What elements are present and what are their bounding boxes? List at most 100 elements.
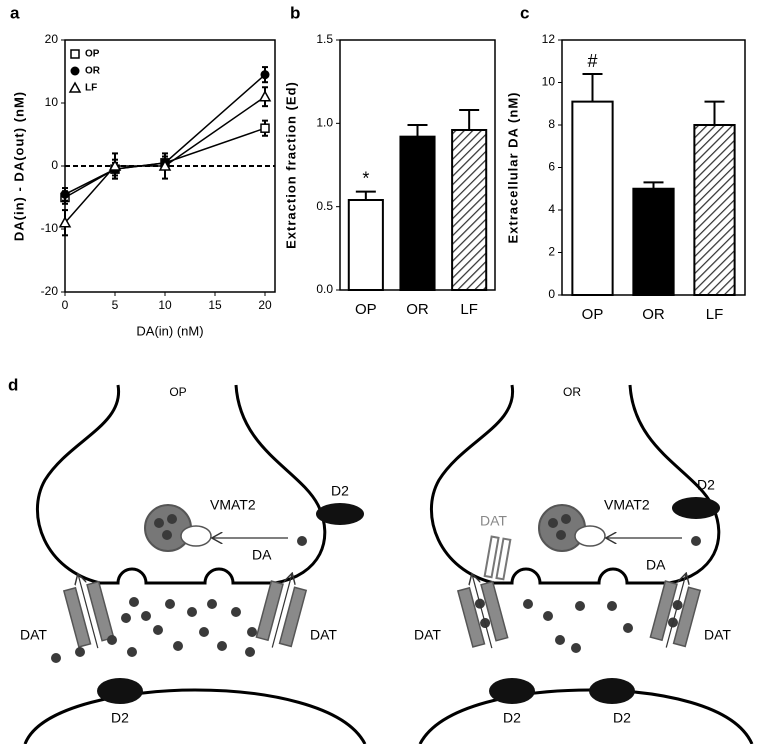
x-tick-label: LF [706,306,724,323]
legend-label: OR [85,66,101,77]
dat-label: DAT [20,627,47,643]
x-tick-label: 20 [258,298,272,312]
y-tick-label: 10 [45,95,59,109]
y-tick-label: 2 [548,245,555,259]
dopamine [51,653,61,663]
dopamine [543,611,553,621]
bar [632,187,675,296]
x-tick-label: 15 [208,298,222,312]
dopamine [127,647,137,657]
d2-receptor [672,497,720,519]
legend-marker [68,81,82,93]
y-tick-label: 20 [45,32,59,46]
d2-label: D2 [503,710,521,726]
panel-title: OR [563,385,581,399]
bar [571,100,614,296]
dopamine [129,597,139,607]
x-axis-label: DA(in) (nM) [136,323,203,338]
d2-receptor [589,678,635,704]
vmat2-label: VMAT2 [604,497,650,513]
x-tick-label: 10 [158,298,172,312]
marker [260,70,270,80]
da-label: DA [646,557,666,573]
dopamine [245,647,255,657]
postsynaptic-membrane [418,688,754,745]
y-tick-label: 1.5 [316,32,333,46]
dopamine [107,635,117,645]
annotation: # [587,51,597,71]
dat-label: DAT [310,627,337,643]
x-tick-label: LF [460,301,478,318]
dopamine [297,536,307,546]
dopamine [153,625,163,635]
marker [260,123,270,133]
marker [108,159,122,171]
bar [451,129,488,291]
dopamine [75,647,85,657]
dat-part [672,586,702,648]
dat-part [278,586,308,648]
dopamine [154,518,164,528]
vmat2 [574,525,606,547]
y-axis-label: Extraction fraction (Ed) [283,81,298,249]
marker [60,189,70,199]
y-tick-label: -20 [41,284,59,298]
annotation: * [362,168,369,188]
bar [399,135,436,291]
y-tick-label: 0 [51,158,58,172]
y-tick-label: 10 [542,75,556,89]
panel-title: OP [169,385,186,399]
dopamine [691,536,701,546]
dopamine [247,627,257,637]
da-label: DA [252,547,272,563]
dopamine [141,611,151,621]
marker [258,90,272,102]
panel-label: c [520,3,529,22]
d2-receptor [316,503,364,525]
y-tick-label: 12 [542,32,556,46]
y-tick-label: 4 [548,202,555,216]
dat-label: DAT [480,513,507,529]
panel-label: b [290,3,300,22]
bar [693,124,736,296]
marker [158,159,172,171]
synapse-or: OR DAT VMAT2 DA D2 [414,384,754,745]
dat-part [649,580,678,642]
dopamine [555,635,565,645]
dopamine [556,530,566,540]
dopamine [571,643,581,653]
synapse-op: OP VMAT2 DA D2 DAT DAT [20,384,367,745]
vmat2 [180,525,212,547]
postsynaptic-membrane [23,688,367,745]
x-tick-label: 5 [112,298,119,312]
arrow [271,574,292,648]
panel-label: d [8,375,18,394]
y-tick-label: 0.0 [316,282,333,296]
d2-receptor [97,678,143,704]
dopamine [121,613,131,623]
cleft-dopamine [523,599,633,653]
vesicle [144,504,192,552]
dopamine [165,599,175,609]
legend-marker [70,66,80,76]
dopamine [575,601,585,611]
dopamine [199,627,209,637]
series-line [64,96,266,224]
panel-label: a [10,3,20,22]
dat-label: DAT [704,627,731,643]
dat-part [456,586,486,648]
d2-label: D2 [111,710,129,726]
y-tick-label: 1.0 [316,116,333,130]
y-tick-label: -10 [41,221,59,235]
legend-label: OP [85,49,100,60]
legend-marker [70,49,80,59]
y-tick-label: 8 [548,117,555,131]
arrow [78,575,99,649]
arrow [472,575,493,649]
d2-label: D2 [613,710,631,726]
dopamine [167,514,177,524]
dopamine [623,623,633,633]
x-tick-label: OP [582,306,604,323]
dat-part [255,580,284,642]
